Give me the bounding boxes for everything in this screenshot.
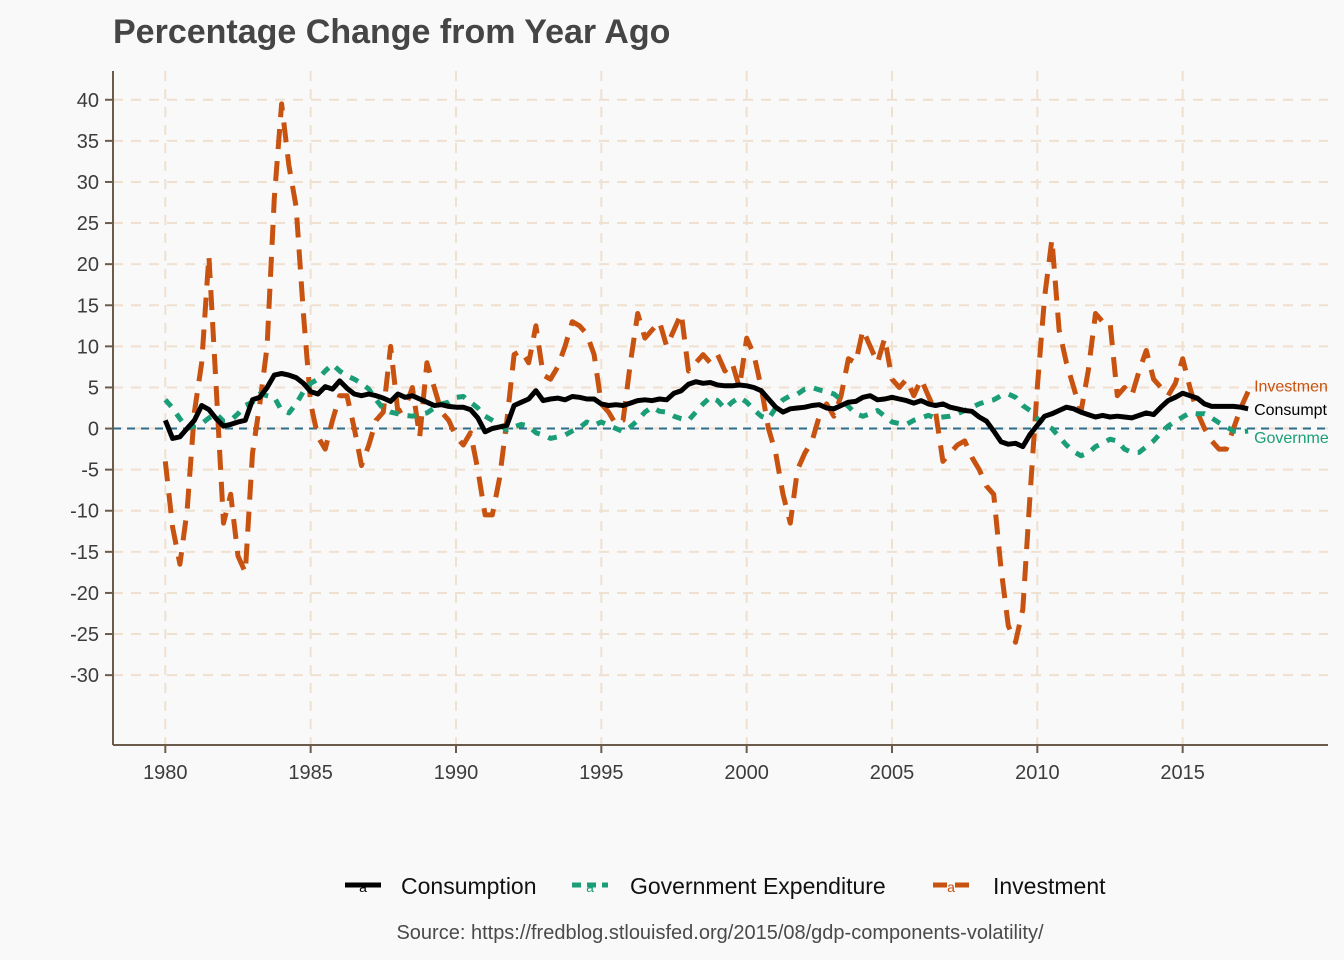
x-tick-label: 2000 [724,762,769,784]
x-tick-label: 1980 [143,762,188,784]
y-tick-label: 20 [77,254,99,276]
legend-label: Government Expenditure [630,873,886,899]
axes [105,71,1328,753]
legend-key-glyph: a [947,879,955,895]
y-tick-label: -20 [70,583,99,605]
y-tick-label: 25 [77,213,99,235]
series-end-labels: Consumption Government Expenditure Investm… [1254,379,1344,447]
y-tick-label: 10 [77,336,99,358]
y-tick-label: -25 [70,624,99,646]
legend: a Consumption a Government Expenditure a Inve… [345,873,1106,899]
y-tick-label: -5 [81,460,99,482]
series-line-investment [162,101,1251,645]
y-tick-label: 5 [88,377,99,399]
end-label-government-expenditure: Government Expenditure [1254,430,1344,447]
legend-key-glyph: a [359,879,367,895]
x-tick-label: 1995 [579,762,624,784]
x-tick-label: 2010 [1015,762,1060,784]
series-line-consumption [162,371,1249,450]
legend-label: Consumption [401,873,537,899]
series-line-government-expenditure [163,361,1249,459]
y-tick-label: 35 [77,131,99,153]
x-tick-labels: 1980 1985 1990 1995 2000 2005 2010 2015 [143,762,1205,784]
end-label-investment: Investment [1254,379,1333,396]
chart-title: Percentage Change from Year Ago [113,13,670,51]
x-tick-label: 1990 [434,762,479,784]
y-tick-label: 0 [88,419,99,441]
y-tick-label: -15 [70,542,99,564]
y-tick-label: -10 [70,501,99,523]
end-label-consumption: Consumption [1254,402,1344,419]
x-tick-label: 1985 [288,762,333,784]
y-tick-label: -30 [70,665,99,687]
y-tick-label: 15 [77,295,99,317]
series-lines [162,101,1251,645]
y-tick-label: 40 [77,90,99,112]
x-tick-label: 2015 [1160,762,1205,784]
source-caption: Source: https://fredblog.stlouisfed.org/… [396,922,1043,944]
y-tick-label: 30 [77,172,99,194]
legend-label: Investment [993,873,1106,899]
legend-key-glyph: a [586,879,594,895]
y-tick-labels: 40 35 30 25 20 15 10 5 0 -5 -10 -15 -20 -25 -30 [70,90,99,687]
x-tick-label: 2005 [870,762,915,784]
